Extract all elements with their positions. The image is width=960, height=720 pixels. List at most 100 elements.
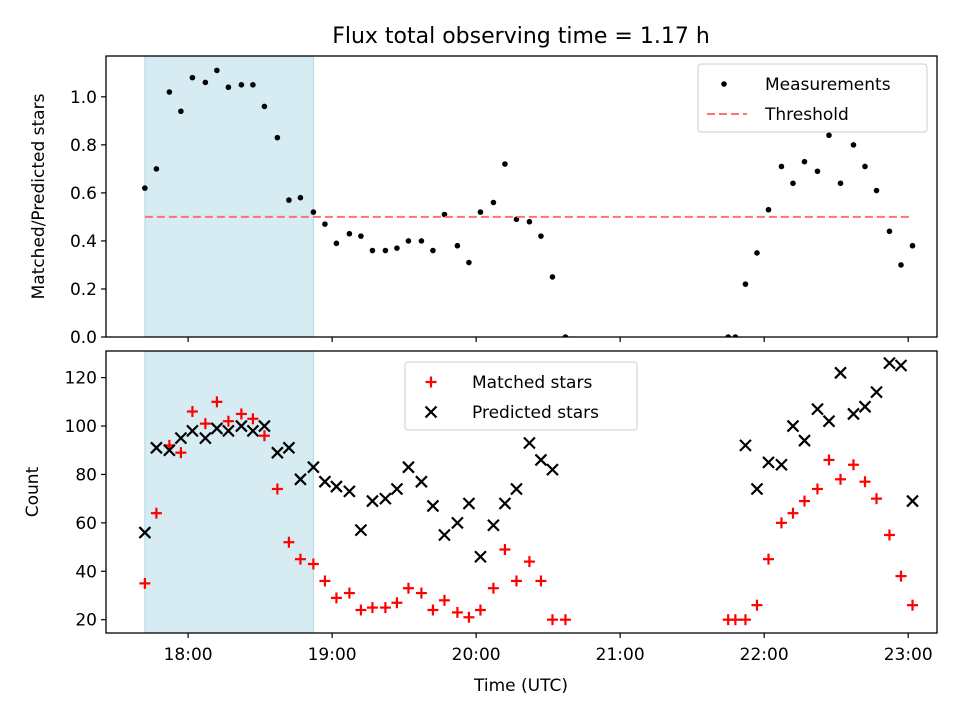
x-b bbox=[847, 407, 860, 421]
matched-stars-point bbox=[366, 602, 378, 614]
matched-stars-point bbox=[859, 476, 871, 488]
matched-stars-point bbox=[330, 592, 342, 604]
x-b bbox=[186, 424, 199, 438]
x-b bbox=[822, 414, 836, 428]
predicted-stars-point bbox=[402, 460, 415, 474]
measurements-point bbox=[394, 245, 400, 251]
predicted-stars-point bbox=[510, 482, 523, 496]
matched-stars-point bbox=[199, 418, 211, 430]
measurements-point bbox=[405, 238, 412, 244]
x-b bbox=[870, 385, 883, 399]
measurements-point bbox=[166, 89, 173, 95]
x-b bbox=[330, 480, 343, 493]
measurements-point bbox=[801, 158, 808, 165]
predicted-stars-point bbox=[462, 497, 476, 510]
predicted-stars-point bbox=[174, 431, 188, 445]
predicted-stars-point bbox=[354, 523, 368, 537]
matched-stars-point bbox=[211, 396, 223, 408]
predicted-stars-point bbox=[438, 528, 451, 542]
measurements-point bbox=[214, 67, 220, 74]
measurements-point bbox=[790, 180, 796, 187]
y-tick-label: 120 bbox=[65, 369, 97, 389]
matched-stars-point bbox=[451, 606, 463, 618]
legend-label: Threshold bbox=[764, 105, 849, 125]
x-b bbox=[235, 419, 248, 433]
matched-stars-point bbox=[762, 553, 774, 565]
predicted-stars-point bbox=[786, 419, 800, 433]
matched-stars-point bbox=[427, 604, 439, 616]
x-tick-label: 20:00 bbox=[452, 645, 501, 665]
x-b bbox=[438, 528, 451, 542]
measurements-point bbox=[202, 79, 209, 86]
x-b bbox=[834, 366, 847, 380]
x-b bbox=[474, 550, 487, 564]
predicted-stars-point bbox=[163, 443, 176, 457]
chart-title: Flux total observing time = 1.17 h bbox=[332, 24, 710, 49]
measurements-point bbox=[358, 233, 364, 239]
measurements-point bbox=[765, 206, 772, 213]
matched-stars-point bbox=[811, 483, 823, 495]
predicted-stars-point bbox=[906, 494, 919, 508]
measurements-point bbox=[441, 211, 448, 218]
predicted-stars-point bbox=[343, 485, 356, 498]
x-b bbox=[343, 485, 356, 498]
y-tick-label: 0.0 bbox=[70, 328, 97, 348]
legend-label: Matched stars bbox=[472, 373, 592, 393]
legend: Matched stars Predicted stars bbox=[404, 361, 638, 431]
x-b bbox=[510, 482, 523, 496]
measurements-point bbox=[346, 230, 353, 237]
measurements-point bbox=[490, 199, 497, 206]
predicted-stars-point bbox=[235, 419, 248, 433]
measurements-point bbox=[382, 247, 389, 254]
x-b bbox=[775, 458, 788, 472]
predicted-stars-point bbox=[487, 519, 500, 532]
measurements-point bbox=[725, 334, 731, 337]
axes-frame bbox=[105, 350, 938, 634]
matched-stars-point bbox=[379, 602, 391, 614]
matched-stars-point bbox=[895, 570, 907, 582]
x-b bbox=[906, 494, 919, 508]
x-b bbox=[858, 400, 872, 413]
matched-stars-point bbox=[729, 614, 741, 626]
measurements-point bbox=[873, 187, 880, 194]
x-tick-label: 18:00 bbox=[164, 645, 213, 665]
x-b bbox=[546, 463, 559, 476]
predicted-stars-point bbox=[222, 424, 235, 438]
predicted-stars-point bbox=[762, 456, 775, 469]
y-tick-label: 80 bbox=[75, 465, 97, 485]
y-tick-label: 100 bbox=[65, 417, 97, 437]
predicted-stars-point bbox=[415, 475, 428, 488]
predicted-stars-point bbox=[894, 359, 908, 372]
measurements-point bbox=[333, 240, 340, 247]
matched-stars-point bbox=[559, 614, 571, 626]
x-tick-label: 19:00 bbox=[308, 645, 357, 665]
matched-stars-point bbox=[787, 507, 799, 519]
matched-stars-point bbox=[883, 529, 895, 541]
x-b bbox=[415, 475, 428, 488]
predicted-stars-point bbox=[426, 499, 440, 513]
predicted-stars-point bbox=[798, 434, 811, 447]
measurements-point bbox=[310, 209, 317, 215]
predicted-stars-point bbox=[523, 436, 536, 450]
matched-stars-point bbox=[487, 582, 499, 594]
legend-box bbox=[697, 63, 928, 133]
measurements-point bbox=[297, 194, 304, 201]
matched-stars-point bbox=[775, 517, 787, 529]
plot-area bbox=[138, 356, 919, 626]
predicted-stars-point bbox=[366, 494, 379, 508]
legend-marker-x bbox=[424, 405, 438, 419]
x-b bbox=[534, 453, 548, 467]
matched-stars-point bbox=[847, 459, 859, 471]
measurements-point bbox=[250, 82, 256, 88]
predicted-stars-point bbox=[294, 473, 307, 486]
x-b bbox=[894, 359, 908, 372]
legend-label: Predicted stars bbox=[472, 403, 599, 423]
matched-stars-point bbox=[751, 599, 763, 611]
matched-stars-point bbox=[186, 406, 198, 418]
x-b bbox=[174, 431, 188, 445]
predicted-stars-point bbox=[870, 385, 883, 399]
x-b bbox=[426, 499, 440, 513]
axes-frame bbox=[105, 55, 938, 338]
measurements-point bbox=[862, 163, 868, 170]
measurements-point bbox=[261, 103, 268, 110]
